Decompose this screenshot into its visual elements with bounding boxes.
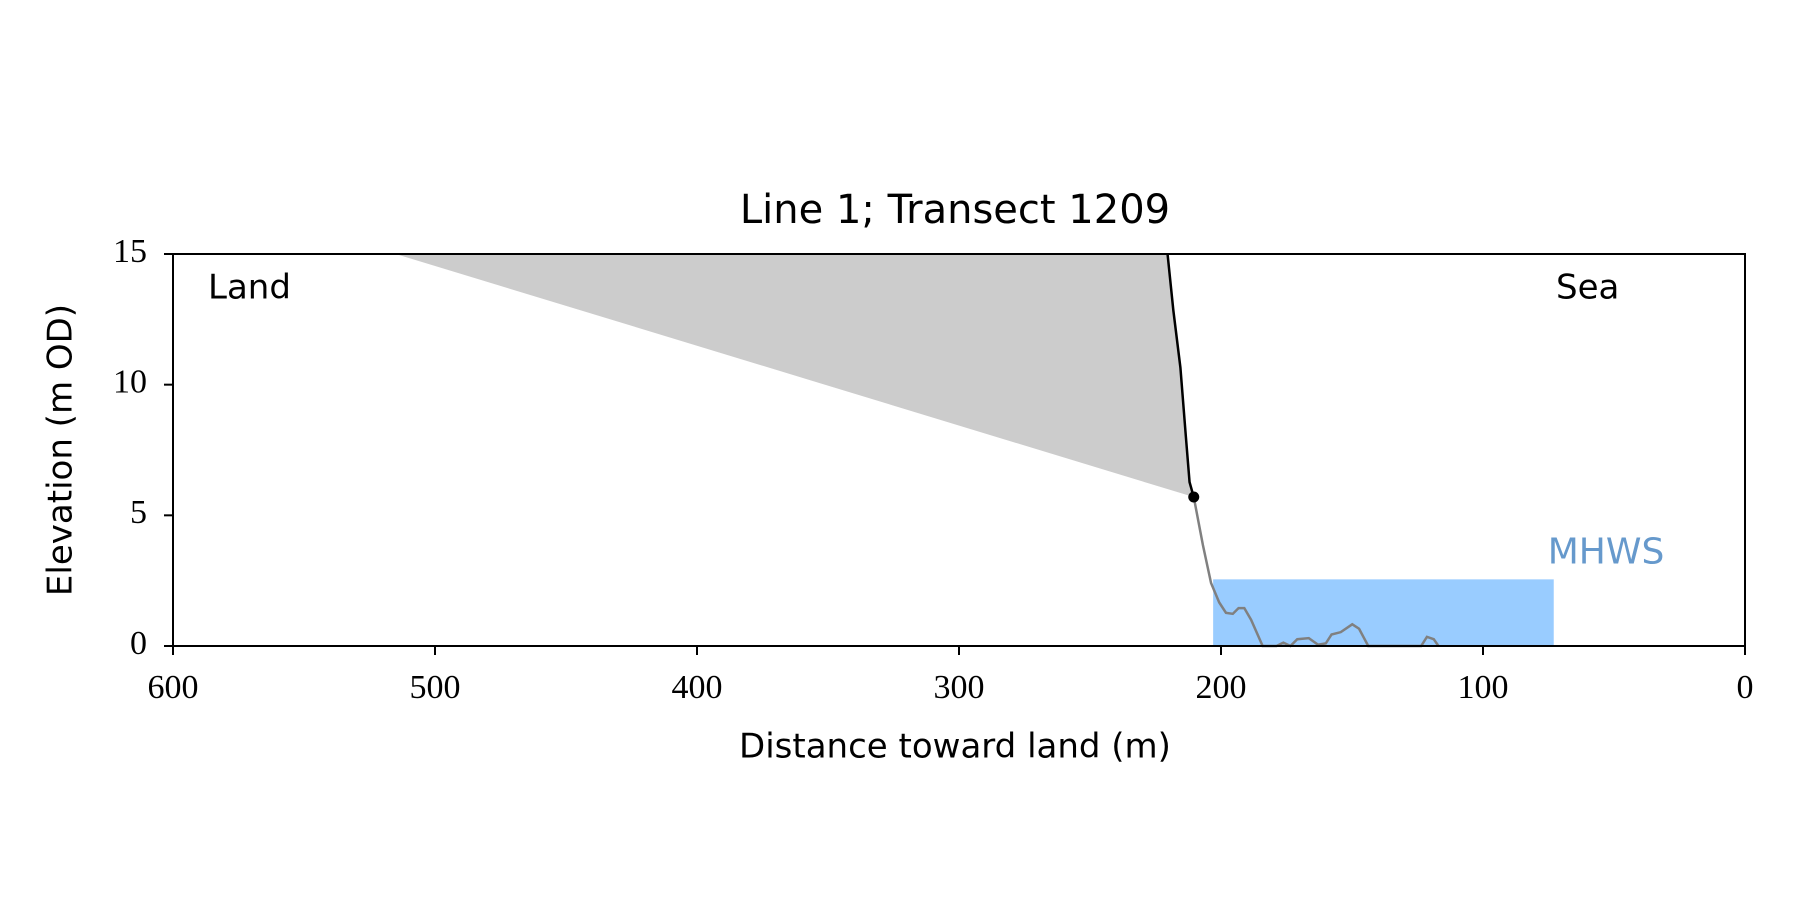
mhws-band: [1213, 579, 1554, 646]
x-tick-label: 200: [1196, 669, 1247, 706]
y-tick-label: 5: [130, 494, 147, 531]
chart-title: Line 1; Transect 1209: [740, 187, 1170, 233]
annotation: Sea: [1556, 268, 1619, 308]
y-tick-label: 15: [113, 233, 147, 270]
x-tick-label: 0: [1737, 669, 1754, 706]
x-tick-label: 600: [148, 669, 199, 706]
mhws-label: MHWS: [1548, 531, 1665, 572]
x-axis-label: Distance toward land (m): [739, 727, 1171, 767]
x-tick-label: 500: [410, 669, 461, 706]
y-tick-label: 10: [113, 363, 147, 400]
profile-line: [1192, 496, 1440, 648]
x-tick-label: 300: [934, 669, 985, 706]
cliff-line: [1166, 253, 1195, 498]
annotation: Land: [208, 268, 291, 308]
x-tick-label: 400: [672, 669, 723, 706]
shaded-area: [395, 254, 1194, 498]
x-tick-label: 100: [1458, 669, 1509, 706]
y-axis-label: Elevation (m OD): [41, 304, 81, 596]
y-tick-label: 0: [130, 625, 147, 662]
cliff-toe-point: [1188, 491, 1200, 503]
